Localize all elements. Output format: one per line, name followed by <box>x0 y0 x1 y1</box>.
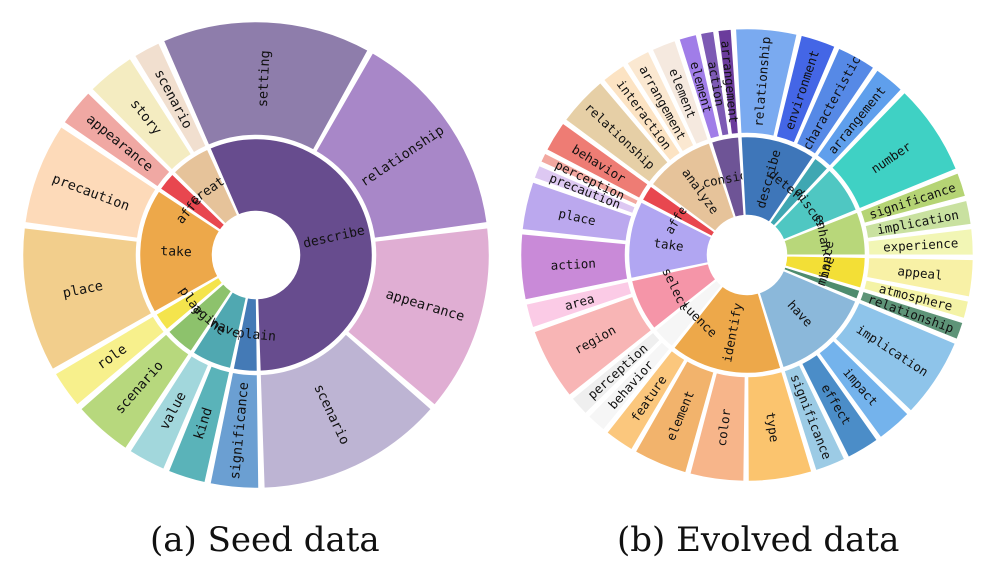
label-experience: experience <box>883 235 959 254</box>
segment-arrangement <box>815 68 903 168</box>
label-action: action <box>550 256 596 273</box>
caption-seed-data: (a) Seed data <box>150 520 380 560</box>
segment-behavior <box>587 340 672 432</box>
segment-area <box>524 280 633 329</box>
segment-region <box>532 295 653 397</box>
caption-evolved-data: (b) Evolved data <box>617 520 900 560</box>
segment-place <box>521 180 633 243</box>
segment-color <box>688 371 747 483</box>
segment-story <box>90 57 193 172</box>
segment-describe <box>740 135 815 224</box>
segment-effect <box>800 353 879 459</box>
segment-describe <box>208 137 374 373</box>
segment-have <box>758 269 858 369</box>
label-take: take <box>160 244 192 260</box>
segment-select <box>630 262 718 330</box>
segment-place <box>21 226 153 371</box>
label-take: take <box>653 235 685 254</box>
segment-relationship <box>858 290 965 341</box>
segment-characteristic <box>795 46 876 156</box>
segment-perception <box>570 331 662 415</box>
segment-scenario <box>259 332 433 490</box>
label-color: color <box>714 407 734 447</box>
segment-action <box>519 232 629 302</box>
segment-element <box>634 359 716 475</box>
segment-atmosphere <box>862 278 970 320</box>
segment-action <box>699 30 731 138</box>
segment-explain <box>232 296 259 373</box>
segment-relationship <box>734 27 799 138</box>
segment-element <box>651 39 710 146</box>
segment-type <box>746 370 813 483</box>
segment-element <box>677 33 721 141</box>
segment-value <box>128 354 210 471</box>
label-place: place <box>61 278 104 302</box>
segment-affect <box>159 172 226 232</box>
segment-setting <box>162 20 370 152</box>
segment-role <box>53 314 166 407</box>
segment-behavior <box>545 121 650 200</box>
segment-enhance <box>782 210 867 256</box>
segment-kind <box>167 364 231 484</box>
segment-imagine <box>167 282 233 353</box>
segment-implication <box>833 301 957 413</box>
segment-take <box>627 200 713 280</box>
sunburst-chart-evolved-data: takeactionplaceprecautionperceptionaffec… <box>519 27 975 483</box>
segment-arrangement <box>625 50 696 154</box>
segment-relationship <box>314 51 489 240</box>
segment-identify <box>672 284 782 375</box>
segment-significance <box>782 363 846 472</box>
label-appeal: appeal <box>897 263 943 283</box>
segment-take <box>138 189 221 314</box>
label-setting: setting <box>255 50 274 108</box>
segment-precaution <box>23 125 158 240</box>
segment-appeal <box>865 256 975 299</box>
segment-play <box>154 276 224 332</box>
segment-appearance <box>62 91 172 189</box>
segment-perception <box>539 151 640 207</box>
segment-precaution <box>533 164 637 215</box>
segment-implication <box>863 199 973 240</box>
segment-appearance <box>346 226 491 407</box>
segment-number <box>830 91 958 210</box>
segment-significance <box>208 371 260 490</box>
segment-significance <box>859 171 967 225</box>
label-type: type <box>763 411 782 443</box>
segment-impact <box>817 339 910 439</box>
segment-analyze <box>650 141 736 233</box>
segment-environment <box>775 34 837 145</box>
segment-discuss <box>773 168 858 241</box>
segment-arrangement <box>716 28 740 136</box>
segment-create <box>172 148 239 226</box>
segment-feature <box>605 349 687 451</box>
segment-scenario <box>79 332 191 450</box>
segment-interaction <box>602 64 682 163</box>
segment-scenario <box>133 41 208 155</box>
segment-have <box>191 290 248 370</box>
segment-relationship <box>564 81 670 184</box>
segment-experience <box>866 227 975 257</box>
